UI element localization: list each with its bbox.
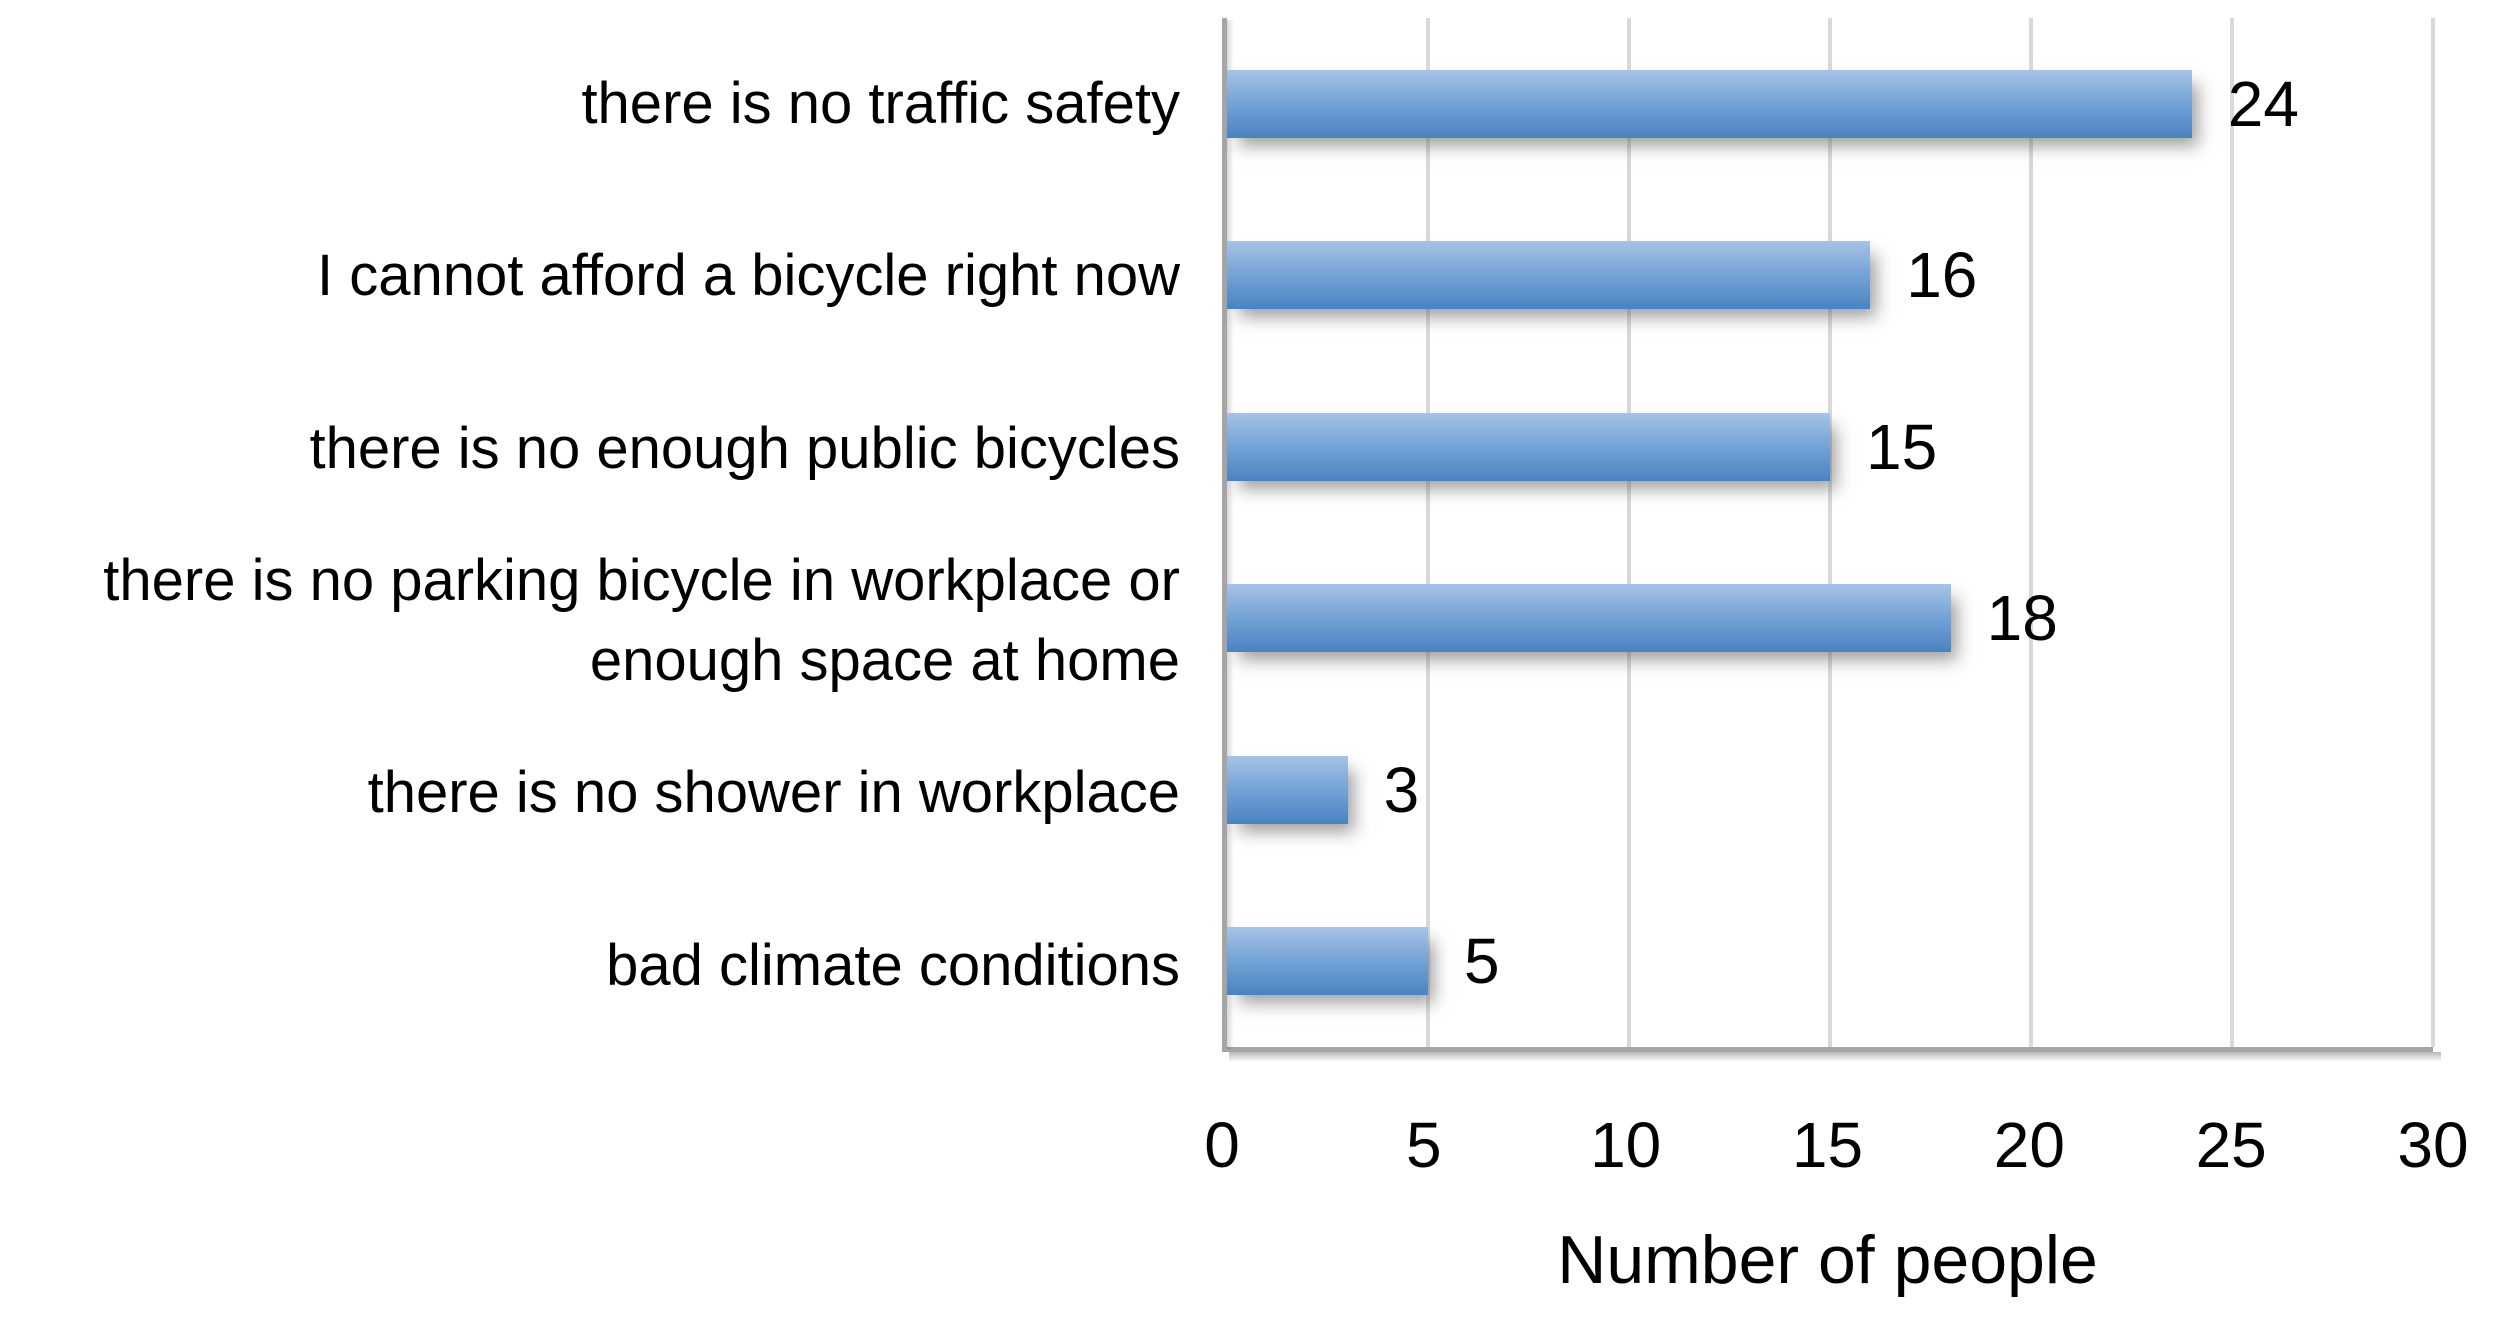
- bar-row: 3: [1227, 704, 2433, 876]
- bar: [1227, 927, 1428, 996]
- bar-row: 15: [1227, 361, 2433, 533]
- x-tick-label: 25: [2195, 1109, 2267, 1181]
- category-label: there is no enough public bicycles: [309, 415, 1180, 481]
- x-axis-ticks: 0 5 10 15 20 25 30: [1204, 1109, 2468, 1181]
- data-label: 15: [1866, 410, 1938, 483]
- x-axis-title: Number of people: [1557, 1222, 2098, 1298]
- axis-corner-spacer: [0, 1052, 1222, 1294]
- bar-row: 24: [1227, 18, 2433, 190]
- gridline: [1426, 18, 1430, 1047]
- x-tick-label: 15: [1791, 1109, 1864, 1181]
- x-tick-label: 5: [1406, 1109, 1442, 1181]
- data-label: 5: [1464, 925, 1500, 998]
- gridline: [2230, 18, 2234, 1047]
- gridline: [1627, 18, 1631, 1047]
- category-label: bad climate conditions: [606, 932, 1180, 998]
- bars-container: 24 16 15 18 3 5: [1227, 18, 2433, 1047]
- category-label: I cannot afford a bicycle right now: [317, 243, 1180, 309]
- plot-area: 24 16 15 18 3 5: [1222, 18, 2441, 1062]
- data-label: 24: [2227, 67, 2299, 140]
- x-tick-label: 0: [1204, 1109, 1240, 1181]
- gridline: [2431, 18, 2435, 1047]
- chart-area: there is no traffic safety I cannot affor…: [0, 18, 2497, 1294]
- bar: [1227, 755, 1348, 824]
- gridlines: [1227, 18, 2435, 1047]
- gridline: [2029, 18, 2033, 1047]
- bar: [1227, 69, 2192, 138]
- bar-row: 18: [1227, 533, 2433, 705]
- category-label: there is no traffic safety: [581, 71, 1180, 137]
- bar: [1227, 412, 1830, 481]
- x-tick-label: 20: [1993, 1109, 2065, 1181]
- bar-row: 16: [1227, 190, 2433, 362]
- category-axis-labels: there is no traffic safety I cannot affor…: [0, 18, 1222, 1052]
- bar: [1227, 241, 1871, 310]
- data-label: 16: [1906, 239, 1978, 312]
- gridline: [1828, 18, 1832, 1047]
- category-label: there is no shower in workplace: [367, 760, 1180, 826]
- bar: [1227, 584, 1951, 653]
- x-axis: 0 5 10 15 20 25 30 Number of people: [1204, 1052, 2468, 1298]
- bar-row: 5: [1227, 876, 2433, 1048]
- x-tick-label: 30: [2397, 1109, 2469, 1181]
- x-tick-label: 10: [1590, 1109, 1662, 1181]
- data-label: 3: [1383, 753, 1420, 826]
- category-label: there is no parking bicycle in workplace…: [103, 548, 1180, 694]
- data-label: 18: [1986, 582, 2058, 655]
